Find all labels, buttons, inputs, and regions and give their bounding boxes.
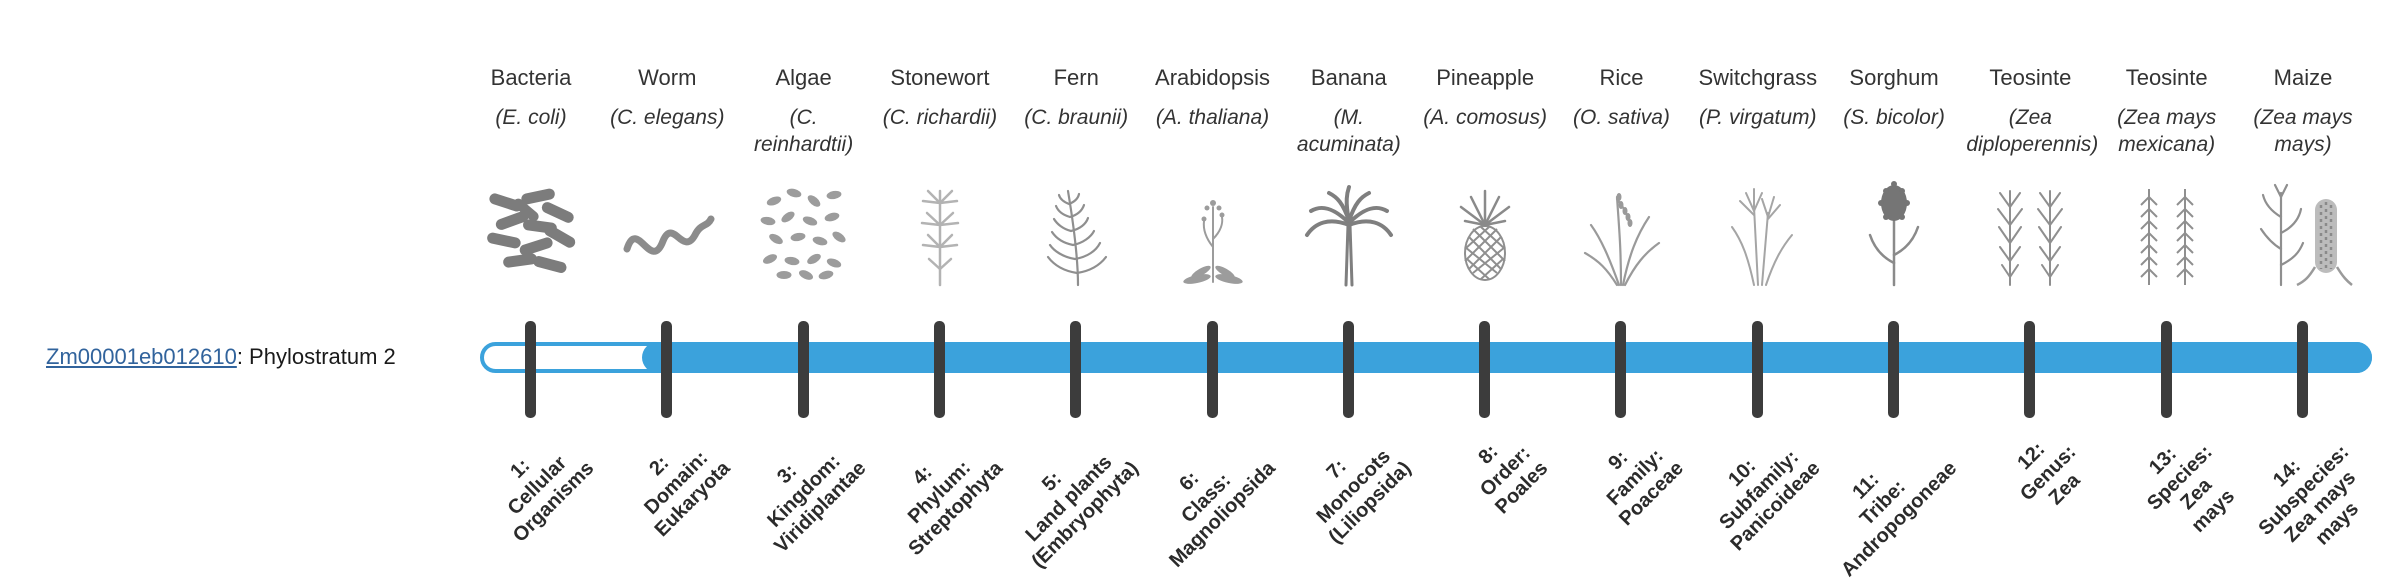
phylostratum-label: 6: Class: Magnoliopsida bbox=[1164, 457, 1280, 572]
switchgrass-icon bbox=[1683, 170, 1833, 288]
organism-common-name: Rice bbox=[1599, 65, 1644, 90]
organism-common-name: Banana bbox=[1310, 65, 1387, 90]
phylostratum-label: 5: Land plants (Embryophyta) bbox=[1021, 450, 1144, 573]
phylostratum-label: 13: Species: Zea mays bbox=[2143, 440, 2240, 537]
organism-column: Pineapple (A. comosus) bbox=[1410, 64, 1560, 294]
phylostratum-tick bbox=[2024, 321, 2036, 418]
organism-scientific-name: (C. elegans) bbox=[610, 106, 725, 129]
organism-common-name: Fern bbox=[1053, 65, 1099, 90]
organism-column: Maize (Zea mays mays) bbox=[2228, 64, 2378, 294]
phylostratum-label: 12: Genus: Zea bbox=[2013, 438, 2086, 510]
organism-common-name: Pineapple bbox=[1436, 65, 1535, 90]
organism-column: Switchgrass (P. virgatum) bbox=[1683, 64, 1833, 294]
phylostratum-tick bbox=[1751, 321, 1763, 418]
phylostratum-tick bbox=[933, 321, 945, 418]
gene-id-link[interactable]: Zm00001eb012610 bbox=[46, 344, 237, 369]
stonewort-icon bbox=[865, 170, 1015, 288]
arabidopsis-icon bbox=[1138, 170, 1288, 288]
phylostratum-label: 1: Cellular Organisms bbox=[502, 451, 598, 547]
bacteria-icon bbox=[456, 170, 606, 288]
organism-column: Teosinte (Zea diploperennis) bbox=[1955, 64, 2105, 294]
organism-common-name: Bacteria bbox=[490, 65, 572, 90]
organism-scientific-name: (E. coli) bbox=[495, 106, 567, 129]
organism-common-name: Maize bbox=[2273, 65, 2333, 90]
phylostratum-label: 14: Subspecies: Zea mays mays bbox=[2254, 440, 2364, 550]
gene-track-suffix: : Phylostratum 2 bbox=[236, 344, 396, 369]
pineapple-icon bbox=[1410, 170, 1560, 288]
phylostratum-label: 10: Subfamily: Panicoideae bbox=[1715, 445, 1825, 556]
phylostratum-tick bbox=[1888, 321, 1900, 418]
algae-icon bbox=[729, 170, 879, 288]
track-fill bbox=[642, 342, 2372, 373]
organism-common-name: Teosinte bbox=[1989, 65, 2072, 90]
worm-icon bbox=[592, 170, 742, 288]
organism-scientific-name: (M. acuminata) bbox=[1296, 106, 1401, 156]
phylostratum-tick bbox=[2160, 321, 2172, 418]
organism-scientific-name: (Zea diploperennis) bbox=[1966, 106, 2099, 156]
organism-scientific-name: (Zea mays mexicana) bbox=[2117, 106, 2217, 156]
maize-icon bbox=[2228, 170, 2378, 288]
phylostratum-tick bbox=[1479, 321, 1491, 418]
phylostratum-tick bbox=[2297, 321, 2308, 418]
organism-column: Algae (C. reinhardtii) bbox=[729, 64, 879, 294]
organism-scientific-name: (C. reinhardtii) bbox=[754, 106, 854, 156]
phylostratum-label: 2: Domain: Eukaryota bbox=[639, 446, 735, 542]
phylostratum-label: 9: Family: Poaceae bbox=[1602, 444, 1689, 531]
organism-column: Teosinte (Zea mays mexicana) bbox=[2092, 64, 2242, 294]
organism-common-name: Arabidopsis bbox=[1155, 65, 1270, 90]
phylostratum-tick bbox=[525, 321, 536, 418]
organism-common-name: Algae bbox=[775, 65, 832, 90]
banana-icon bbox=[1274, 170, 1424, 288]
organism-scientific-name: (A. comosus) bbox=[1423, 106, 1547, 129]
teosinte-icon bbox=[1955, 170, 2105, 288]
organism-common-name: Stonewort bbox=[890, 65, 990, 90]
organism-column: Worm (C. elegans) bbox=[592, 64, 742, 294]
organism-common-name: Switchgrass bbox=[1698, 65, 1818, 90]
organism-scientific-name: (O. sativa) bbox=[1573, 106, 1670, 129]
gene-track-label: Zm00001eb012610: Phylostratum 2 bbox=[46, 344, 396, 370]
organism-column: Sorghum (S. bicolor) bbox=[1819, 64, 1969, 294]
phylostratum-tick bbox=[797, 321, 809, 418]
teosinte2-icon bbox=[2092, 170, 2242, 288]
phylostratum-label: 3: Kingdom: Viridiplantae bbox=[763, 450, 871, 558]
organism-scientific-name: (A. thaliana) bbox=[1155, 106, 1270, 129]
organism-scientific-name: (C. braunii) bbox=[1024, 106, 1129, 129]
fern-icon bbox=[1001, 170, 1151, 288]
phylostratum-tick bbox=[1070, 321, 1082, 418]
organism-scientific-name: (P. virgatum) bbox=[1699, 106, 1817, 129]
organism-scientific-name: (Zea mays mays) bbox=[2253, 106, 2353, 156]
phylostratum-label: 4: Phylum: Streptophyta bbox=[903, 456, 1007, 561]
phylostratum-label: 7: Monocots (Liliopsida) bbox=[1312, 445, 1416, 549]
organism-column: Arabidopsis (A. thaliana) bbox=[1138, 64, 1288, 294]
phylostratum-tick bbox=[1206, 321, 1218, 418]
organism-column: Banana (M. acuminata) bbox=[1274, 64, 1424, 294]
organism-column: Stonewort (C. richardii) bbox=[865, 64, 1015, 294]
organism-column: Fern (C. braunii) bbox=[1001, 64, 1151, 294]
organism-scientific-name: (C. richardii) bbox=[882, 106, 998, 129]
sorghum-icon bbox=[1819, 170, 1969, 288]
organism-common-name: Worm bbox=[638, 65, 697, 90]
organism-column: Rice (O. sativa) bbox=[1546, 64, 1696, 294]
organism-column: Bacteria (E. coli) bbox=[456, 64, 606, 294]
phylostratum-label: 11: Tribe: Andropogoneae bbox=[1837, 457, 1962, 580]
organism-common-name: Sorghum bbox=[1849, 65, 1939, 90]
organism-scientific-name: (S. bicolor) bbox=[1843, 106, 1945, 129]
organism-common-name: Teosinte bbox=[2125, 65, 2208, 90]
rice-icon bbox=[1546, 170, 1696, 288]
phylostratum-tick bbox=[1342, 321, 1354, 418]
phylostratum-tick bbox=[661, 321, 673, 418]
phylostratum-tick bbox=[1615, 321, 1627, 418]
phylostratum-label: 8: Order: Poales bbox=[1474, 440, 1553, 519]
